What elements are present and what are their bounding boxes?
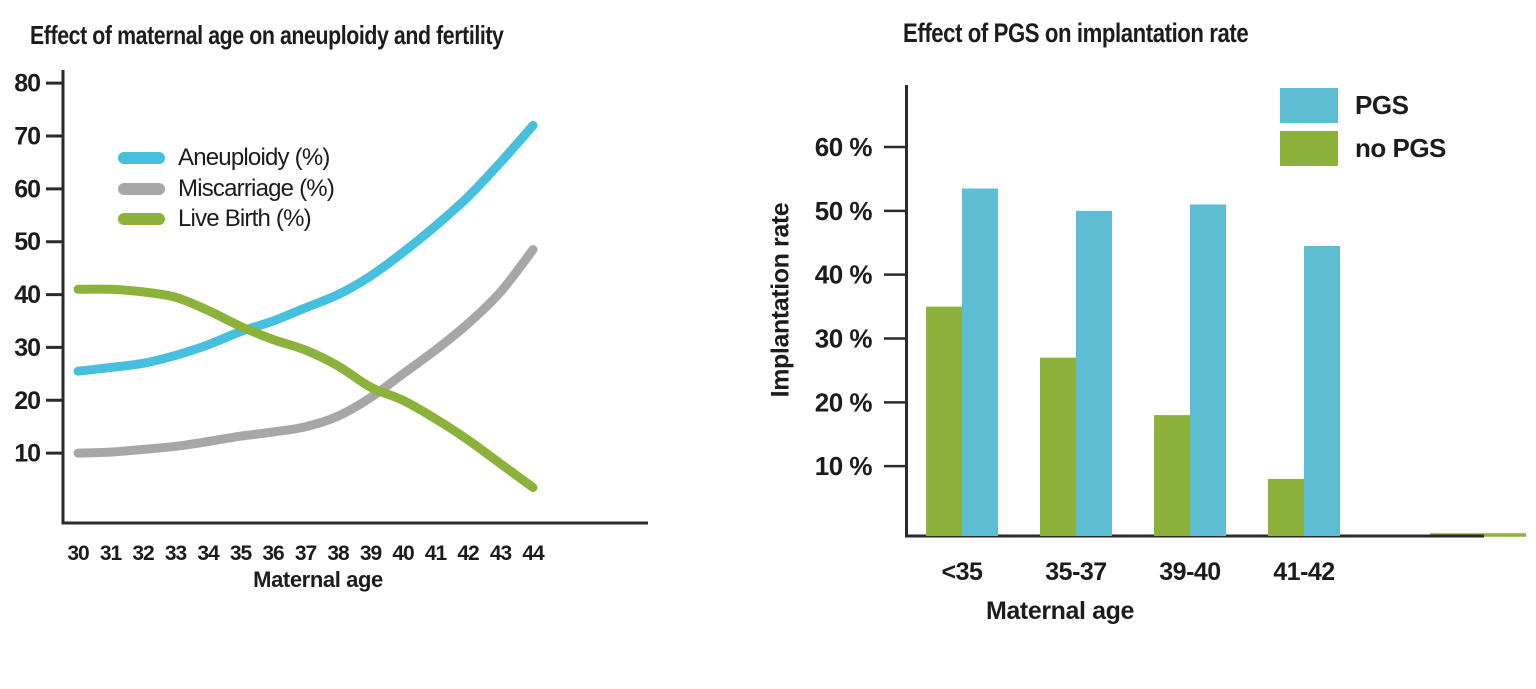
y-tick-label: 40 % xyxy=(815,260,873,290)
livebirth-line-swatch xyxy=(118,213,165,225)
y-tick-label: 60 xyxy=(14,175,40,203)
bar-chart-title: Effect of PGS on implantation rate xyxy=(903,18,1249,48)
series-line-livebirth xyxy=(73,284,538,492)
legend-item-pgs: PGS xyxy=(1280,88,1446,123)
x-tick-label: 32 xyxy=(132,542,154,565)
bar-pgs-3537 xyxy=(1076,210,1112,536)
x-category-label: 39-40 xyxy=(1159,558,1220,586)
x-tick-label: 43 xyxy=(490,542,512,565)
legend-label-livebirth: Live Birth (%) xyxy=(178,205,312,232)
x-category-label: 41-42 xyxy=(1273,558,1334,586)
x-tick-label: 44 xyxy=(522,542,545,565)
x-tick-label: 33 xyxy=(165,542,187,565)
y-tick-label: 30 % xyxy=(815,324,873,354)
x-tick-label: 38 xyxy=(327,542,350,565)
x-category-label: <35 xyxy=(942,558,984,586)
line-chart-svg: 10 20 30 40 50 60 70 80 30 31 32 33 34 35 36 37 38 39 40 41… xyxy=(14,70,648,565)
y-tick-label: 70 xyxy=(14,123,40,151)
bar-pgs-35 xyxy=(962,188,998,536)
x-tick-label: 36 xyxy=(262,542,284,565)
legend-label-no-pgs: no PGS xyxy=(1355,133,1446,163)
bar-no-pgs-3940 xyxy=(1154,415,1190,536)
bar-chart-yaxis-title: Implantation rate xyxy=(766,202,795,398)
no-pgs-bar-swatch xyxy=(1280,131,1338,166)
legend-label-miscarriage: Miscarriage (%) xyxy=(178,174,335,202)
x-tick-label: 30 xyxy=(67,542,89,565)
series-line-miscarriage xyxy=(73,245,538,458)
line-chart-axes xyxy=(61,70,648,525)
bar-chart-xaxis-title: Maternal age xyxy=(985,597,1135,625)
bar-no-pgs-4142 xyxy=(1268,478,1304,536)
y-tick-label: 50 xyxy=(14,228,40,256)
x-tick-label: 42 xyxy=(457,542,479,565)
y-tick-label: 80 xyxy=(14,70,40,98)
y-tick-label: 10 % xyxy=(815,451,873,481)
y-tick-label: 20 xyxy=(14,387,40,415)
aneuploidy-line-swatch xyxy=(118,152,165,164)
x-tick-label: 34 xyxy=(197,542,220,565)
bar-pgs-3940 xyxy=(1190,204,1226,537)
miscarriage-line-swatch xyxy=(118,182,165,195)
bar-pgs-4142 xyxy=(1304,245,1340,537)
legend-label-pgs: PGS xyxy=(1355,90,1409,120)
x-tick-label: 31 xyxy=(100,542,123,565)
x-tick-label: 37 xyxy=(295,542,317,565)
legend-item-miscarriage: Miscarriage (%) xyxy=(118,174,335,202)
bar-no-pgs-3537 xyxy=(1040,357,1076,536)
legend-label-aneuploidy: Aneuploidy (%) xyxy=(178,144,330,171)
line-chart-title: Effect of maternal age on aneuploidy and… xyxy=(30,20,504,50)
bar-no-pgs-35 xyxy=(926,306,962,536)
y-tick-label: 20 % xyxy=(815,387,873,417)
legend-item-livebirth: Live Birth (%) xyxy=(118,205,334,232)
pgs-bar-swatch xyxy=(1280,88,1338,123)
y-tick-label: 40 xyxy=(14,281,40,309)
series-line-aneuploidy xyxy=(73,120,538,376)
x-tick-label: 41 xyxy=(425,542,448,565)
x-category-label: 35-37 xyxy=(1045,558,1106,586)
bar-chart-svg: 10 % 20 % 30 % 40 % 50 % 60 % <35 35-37 39-40 41-… xyxy=(815,85,1526,586)
y-tick-label: 30 xyxy=(14,334,40,362)
line-chart-legend: Aneuploidy (%) Miscarriage (%) Live Birt… xyxy=(118,144,335,237)
legend-item-no-pgs: no PGS xyxy=(1280,131,1446,166)
line-chart-xaxis-title: Maternal age xyxy=(253,567,383,592)
x-tick-label: 39 xyxy=(360,542,382,565)
bar-chart-legend: PGS no PGS xyxy=(1280,88,1446,174)
x-tick-label: 40 xyxy=(392,542,414,565)
legend-item-aneuploidy: Aneuploidy (%) xyxy=(118,144,334,171)
y-tick-label: 50 % xyxy=(815,196,873,226)
y-tick-label: 60 % xyxy=(815,132,873,162)
x-tick-label: 35 xyxy=(230,542,253,565)
y-tick-label: 10 xyxy=(14,440,40,468)
